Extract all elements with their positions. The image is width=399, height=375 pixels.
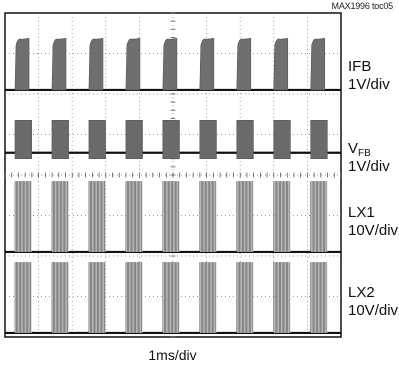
pulse-ifb bbox=[88, 37, 104, 91]
pulse-vfb bbox=[236, 120, 254, 160]
pulse-ifb bbox=[14, 37, 30, 91]
channel-scale-vfb: 1V/div bbox=[348, 158, 390, 175]
pulse-ifb bbox=[162, 37, 178, 91]
channel-name-vfb: VFB bbox=[348, 140, 371, 159]
pulse-vfb bbox=[88, 120, 106, 160]
time-scale-label: 1ms/div bbox=[148, 347, 197, 363]
figure-id: MAX1996 toc05 bbox=[331, 1, 394, 11]
pulse-vfb bbox=[310, 120, 328, 160]
channel-name-ifb: IFB bbox=[348, 58, 372, 75]
channel-label-ifb: IFB 1V/div bbox=[348, 58, 390, 94]
channel-name-lx1: LX1 bbox=[348, 204, 375, 221]
pulse-ifb bbox=[236, 37, 252, 91]
channel-scale-lx1: 10V/div bbox=[348, 222, 399, 239]
pulse-vfb bbox=[14, 120, 32, 160]
pulse-vfb bbox=[273, 120, 291, 160]
pulse-ifb bbox=[273, 37, 289, 91]
pulse-ifb bbox=[199, 37, 215, 91]
channel-name-lx2: LX2 bbox=[348, 284, 375, 301]
pulse-vfb bbox=[162, 120, 180, 160]
channel-label-lx2: LX2 10V/div bbox=[348, 284, 398, 320]
channel-scale-lx2: 10V/div bbox=[348, 302, 399, 319]
channel-scale-ifb: 1V/div bbox=[348, 76, 390, 93]
pulse-vfb bbox=[125, 120, 143, 160]
channel-label-vfb: VFB 1V/div bbox=[348, 140, 390, 176]
pulse-ifb bbox=[310, 37, 326, 91]
pulse-ifb bbox=[125, 37, 141, 91]
pulse-vfb bbox=[51, 120, 69, 160]
channel-label-lx1: LX1 10V/div bbox=[348, 204, 398, 240]
pulse-vfb bbox=[199, 120, 217, 160]
pulse-ifb bbox=[51, 37, 67, 91]
